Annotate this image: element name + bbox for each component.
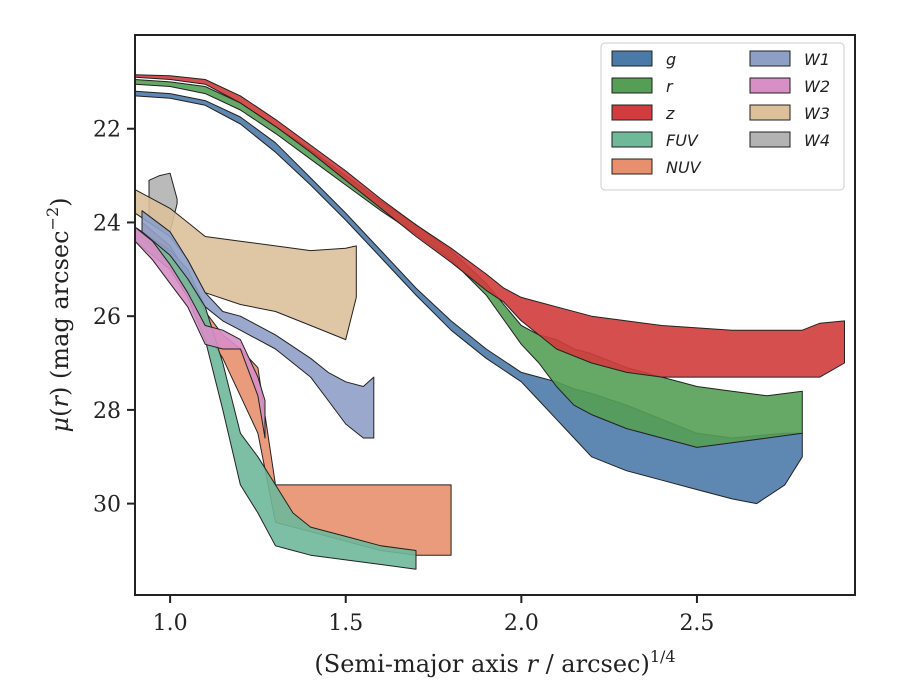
legend-swatch-z xyxy=(611,104,653,121)
band-w1 xyxy=(141,210,375,439)
y-tick-label: 30 xyxy=(93,493,121,518)
legend-swatch-r xyxy=(611,77,653,94)
y-tick-label: 26 xyxy=(93,305,121,330)
legend-swatch-nuv xyxy=(611,158,653,175)
y-tick-label: 22 xyxy=(93,118,121,143)
x-axis-ticks: 1.0 1.5 2.0 2.5 xyxy=(153,595,714,636)
legend-swatch-g xyxy=(611,50,653,67)
legend-label-g: g xyxy=(666,50,676,69)
y-axis-ticks: 22 24 26 28 30 xyxy=(93,118,135,518)
legend-label-r: r xyxy=(666,77,674,96)
y-axis-title: μ(r) (mag arcsec−2) xyxy=(43,197,74,432)
band-w2 xyxy=(135,226,266,439)
x-axis-title: (Semi-major axis r / arcsec)1/4 xyxy=(314,647,675,678)
legend-label-w4: W4 xyxy=(804,131,830,150)
band-fuv xyxy=(135,226,417,570)
legend-label-w1: W1 xyxy=(804,50,830,69)
legend-swatch-w3 xyxy=(749,104,791,121)
legend-swatch-w4 xyxy=(749,131,791,148)
x-tick-label: 1.5 xyxy=(328,611,363,636)
y-tick-label: 28 xyxy=(93,399,121,424)
x-tick-label: 2.0 xyxy=(504,611,539,636)
legend-label-w2: W2 xyxy=(804,77,830,96)
legend-swatch-w2 xyxy=(749,77,791,94)
band-g xyxy=(135,90,803,505)
legend-swatch-fuv xyxy=(611,131,653,148)
legend-swatch-w1 xyxy=(749,50,791,67)
x-tick-label: 2.5 xyxy=(679,611,714,636)
x-tick-label: 1.0 xyxy=(153,611,188,636)
legend-label-fuv: FUV xyxy=(666,131,699,150)
band-z xyxy=(135,74,845,378)
plot-frame xyxy=(134,34,856,596)
series-layer xyxy=(135,74,845,570)
legend-label-z: z xyxy=(665,104,675,123)
legend-label-nuv: NUV xyxy=(666,158,702,177)
y-tick-label: 24 xyxy=(93,211,121,236)
legend: grz FUV NUV W1 W2 W3 W4 xyxy=(600,42,845,191)
legend-label-w3: W3 xyxy=(804,104,830,123)
